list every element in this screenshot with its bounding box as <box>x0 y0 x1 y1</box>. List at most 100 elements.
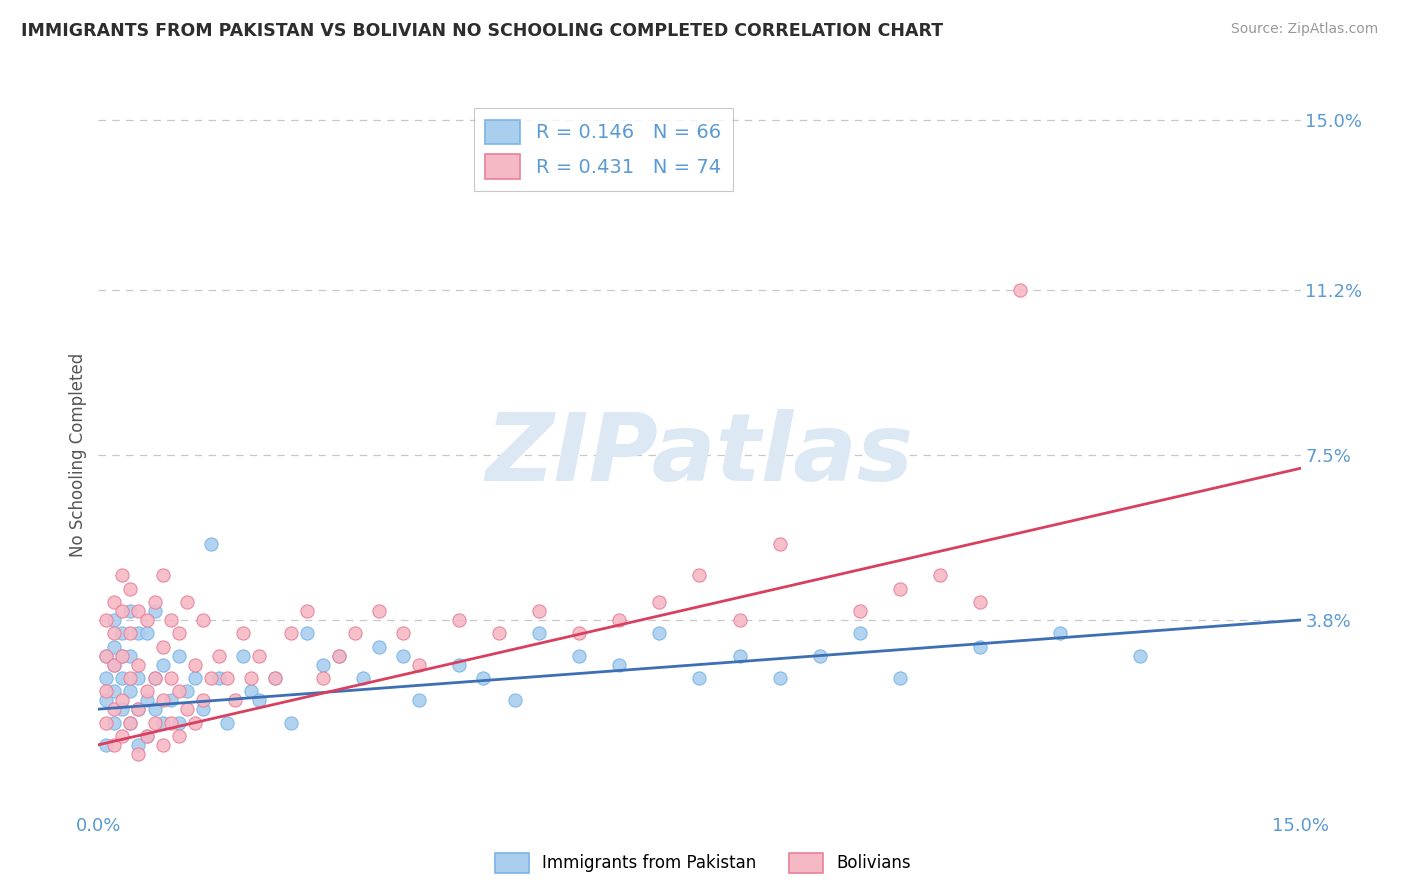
Point <box>447 613 470 627</box>
Point <box>103 738 125 752</box>
Point <box>295 626 318 640</box>
Point <box>96 715 118 730</box>
Point <box>128 604 150 618</box>
Point <box>368 604 391 618</box>
Point <box>103 657 125 672</box>
Point <box>232 648 254 663</box>
Point <box>689 671 711 685</box>
Point <box>111 626 134 640</box>
Point <box>529 626 551 640</box>
Point <box>159 693 181 707</box>
Point <box>769 671 792 685</box>
Point <box>152 693 174 707</box>
Point <box>111 604 134 618</box>
Point <box>120 715 142 730</box>
Point <box>352 671 374 685</box>
Point <box>111 693 134 707</box>
Point <box>969 595 991 609</box>
Point <box>408 693 430 707</box>
Point <box>96 671 118 685</box>
Point <box>239 684 262 698</box>
Point <box>120 626 142 640</box>
Point <box>167 715 190 730</box>
Point <box>176 702 198 716</box>
Point <box>648 595 671 609</box>
Point <box>392 626 415 640</box>
Point <box>568 626 591 640</box>
Point <box>128 747 150 761</box>
Point <box>111 648 134 663</box>
Point <box>96 684 118 698</box>
Point <box>120 648 142 663</box>
Text: IMMIGRANTS FROM PAKISTAN VS BOLIVIAN NO SCHOOLING COMPLETED CORRELATION CHART: IMMIGRANTS FROM PAKISTAN VS BOLIVIAN NO … <box>21 22 943 40</box>
Point <box>143 604 166 618</box>
Point <box>191 702 214 716</box>
Point <box>472 671 495 685</box>
Point <box>183 671 205 685</box>
Point <box>135 684 157 698</box>
Point <box>343 626 366 640</box>
Point <box>143 671 166 685</box>
Point <box>103 684 125 698</box>
Point <box>849 626 872 640</box>
Point <box>143 702 166 716</box>
Point <box>96 648 118 663</box>
Point <box>392 648 415 663</box>
Point <box>728 613 751 627</box>
Point <box>103 626 125 640</box>
Point <box>152 568 174 582</box>
Point <box>849 604 872 618</box>
Point <box>529 604 551 618</box>
Point <box>96 648 118 663</box>
Point <box>1010 283 1032 297</box>
Point <box>120 684 142 698</box>
Point <box>368 640 391 654</box>
Point <box>96 693 118 707</box>
Text: Source: ZipAtlas.com: Source: ZipAtlas.com <box>1230 22 1378 37</box>
Point <box>103 702 125 716</box>
Point <box>120 715 142 730</box>
Point <box>280 626 302 640</box>
Point <box>103 595 125 609</box>
Point <box>111 729 134 743</box>
Point <box>568 648 591 663</box>
Point <box>1129 648 1152 663</box>
Point <box>135 626 157 640</box>
Point <box>128 657 150 672</box>
Point <box>159 715 181 730</box>
Point <box>295 604 318 618</box>
Point <box>191 613 214 627</box>
Point <box>167 626 190 640</box>
Point <box>280 715 302 730</box>
Point <box>609 657 631 672</box>
Point <box>247 693 270 707</box>
Point <box>103 613 125 627</box>
Point <box>263 671 285 685</box>
Point <box>929 568 952 582</box>
Point <box>232 626 254 640</box>
Point <box>159 671 181 685</box>
Point <box>648 626 671 640</box>
Point <box>128 626 150 640</box>
Point <box>103 640 125 654</box>
Point <box>128 671 150 685</box>
Point <box>488 626 510 640</box>
Point <box>111 648 134 663</box>
Point <box>728 648 751 663</box>
Point <box>312 671 335 685</box>
Point <box>152 640 174 654</box>
Point <box>143 671 166 685</box>
Point <box>447 657 470 672</box>
Point <box>191 693 214 707</box>
Point <box>239 671 262 685</box>
Point <box>263 671 285 685</box>
Point <box>208 671 231 685</box>
Point <box>503 693 526 707</box>
Point <box>135 729 157 743</box>
Point <box>176 595 198 609</box>
Point <box>328 648 350 663</box>
Text: ZIPatlas: ZIPatlas <box>485 409 914 501</box>
Point <box>111 568 134 582</box>
Legend: Immigrants from Pakistan, Bolivians: Immigrants from Pakistan, Bolivians <box>488 847 918 880</box>
Point <box>167 729 190 743</box>
